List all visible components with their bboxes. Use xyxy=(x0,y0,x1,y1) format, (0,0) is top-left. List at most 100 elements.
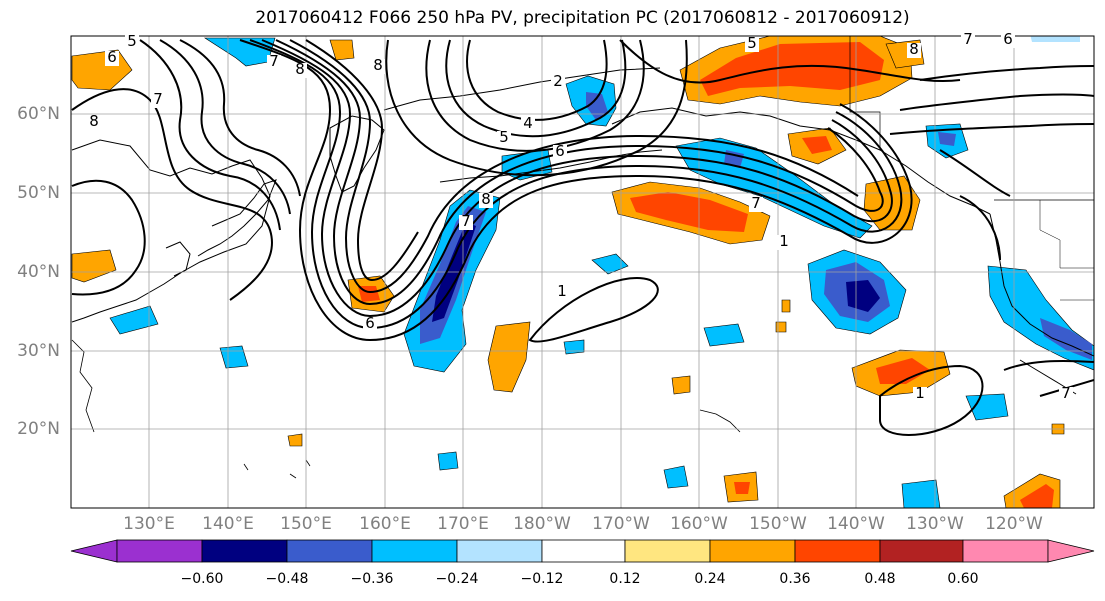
colorbar-label-neg024: −0.24 xyxy=(435,571,479,587)
lon-label-170e: 170°E xyxy=(437,514,489,534)
contour-label-bg xyxy=(459,215,473,230)
precip-pos-2b xyxy=(630,192,748,232)
contour-label-bg xyxy=(371,59,385,74)
lon-label-150w: 150°W xyxy=(749,514,807,534)
colorbar-label-pos036: 0.36 xyxy=(779,571,811,587)
colorbar-label-pos060: 0.60 xyxy=(947,571,979,587)
contour-label: 7 xyxy=(461,212,471,230)
colorbar-bin-1 xyxy=(116,539,203,563)
colorbar-bin-8 xyxy=(709,539,796,563)
lat-label-20n: 20°N xyxy=(17,419,60,439)
pv-contour-14 xyxy=(179,39,301,197)
contour-label: 7 xyxy=(153,90,163,108)
colorbar-bin-9 xyxy=(794,539,881,563)
pv-contour-9 xyxy=(466,39,608,121)
pv-contour-4 xyxy=(275,39,884,306)
pv-contour-25 xyxy=(939,149,1011,197)
pv-contour-17 xyxy=(879,364,984,436)
precip-pos-17 xyxy=(775,321,787,333)
contour-label: 1 xyxy=(915,384,925,402)
lon-label-160e: 160°E xyxy=(359,514,411,534)
precip-neg-6c xyxy=(846,280,880,312)
graticule xyxy=(71,36,1094,508)
colorbar-label-neg012: −0.12 xyxy=(520,571,564,587)
precip-pos-8 xyxy=(487,321,531,393)
contour-label: 7 xyxy=(963,30,973,48)
pv-contour-3 xyxy=(261,39,893,318)
lon-label-150e: 150°E xyxy=(280,514,332,534)
precip-pos-18 xyxy=(781,299,791,313)
pv-contour-24 xyxy=(619,39,961,84)
border-states-1 xyxy=(1039,200,1061,268)
precip-neg-14 xyxy=(663,465,689,489)
precip-neg-16 xyxy=(437,451,459,471)
lon-label-160w: 160°W xyxy=(670,514,728,534)
colorbar-bin-5 xyxy=(456,539,543,563)
contour-label-bg xyxy=(479,193,493,208)
coast-hawaii xyxy=(699,409,741,433)
map-title: 2017060412 F066 250 hPa PV, precipitatio… xyxy=(255,8,910,28)
precip-neg-10 xyxy=(703,323,745,347)
precip-pos-6 xyxy=(71,249,117,283)
contour-label: 1 xyxy=(779,232,789,250)
pv-contour-13 xyxy=(159,39,291,215)
map-frame xyxy=(70,35,1095,509)
contour-label-bg xyxy=(293,63,307,78)
lon-label-130w: 130°W xyxy=(906,514,964,534)
contour-label-bg xyxy=(105,51,119,66)
precip-pos-12 xyxy=(671,375,691,395)
lon-label-130e: 130°E xyxy=(123,514,175,534)
contour-label-bg xyxy=(913,387,927,402)
contour-label: 7 xyxy=(1061,384,1071,402)
lat-label-60n: 60°N xyxy=(17,104,60,124)
colorbar-label-neg060: −0.60 xyxy=(180,571,224,587)
contour-label: 8 xyxy=(373,56,383,74)
lon-label-140w: 140°W xyxy=(827,514,885,534)
colorbar-bin-3 xyxy=(286,539,373,563)
pv-contour-21 xyxy=(899,93,1094,111)
coast-asia xyxy=(71,139,271,323)
contour-label: 7 xyxy=(751,194,761,212)
contour-label-bg xyxy=(521,117,535,132)
contour-label-bg xyxy=(777,235,791,250)
precip-neg-18 xyxy=(1030,36,1080,42)
contour-label: 6 xyxy=(555,142,565,160)
coast-na-west xyxy=(989,213,1094,357)
colorbar-label-pos048: 0.48 xyxy=(864,571,896,587)
precip-neg-12 xyxy=(219,345,249,369)
coast-siberia xyxy=(383,67,661,111)
contour-label: 7 xyxy=(269,52,279,70)
lon-label-170w: 170°W xyxy=(592,514,650,534)
pv-contour-8 xyxy=(445,39,627,138)
lat-label-40n: 40°N xyxy=(17,262,60,282)
contour-label: 5 xyxy=(499,128,509,146)
contour-label-bg xyxy=(267,55,281,70)
precip-neg-15 xyxy=(901,479,941,508)
contour-label-bg xyxy=(555,285,569,300)
precip-neg-2b xyxy=(586,92,608,120)
contour-label: 2 xyxy=(553,72,563,90)
pv-contour-18 xyxy=(1003,359,1094,371)
colorbar-bin-2 xyxy=(201,539,288,563)
contour-label: 6 xyxy=(1003,30,1013,48)
pv-contour-5 xyxy=(289,39,859,294)
contour-label: 1 xyxy=(557,282,567,300)
precip-pos-1b xyxy=(700,42,884,96)
contour-label-bg xyxy=(363,317,377,332)
colorbar-bin-10 xyxy=(879,539,964,563)
contour-label-bg xyxy=(1059,387,1073,402)
colorbar-bin-7 xyxy=(624,539,711,563)
contour-label-bg xyxy=(745,37,759,52)
pv-contours xyxy=(71,39,1094,436)
precip-neg-7b xyxy=(938,132,956,146)
contour-label: 8 xyxy=(89,112,99,130)
pv-contour-15 xyxy=(71,179,146,296)
contour-label-bg xyxy=(551,75,565,90)
contour-label: 5 xyxy=(747,34,757,52)
pv-contour-7 xyxy=(425,39,645,152)
precip-neg-9 xyxy=(591,253,629,275)
colorbar-label-neg036: −0.36 xyxy=(350,571,394,587)
pv-contour-20 xyxy=(959,195,1001,261)
colorbar xyxy=(70,539,1095,563)
pv-contour-16 xyxy=(528,277,659,343)
